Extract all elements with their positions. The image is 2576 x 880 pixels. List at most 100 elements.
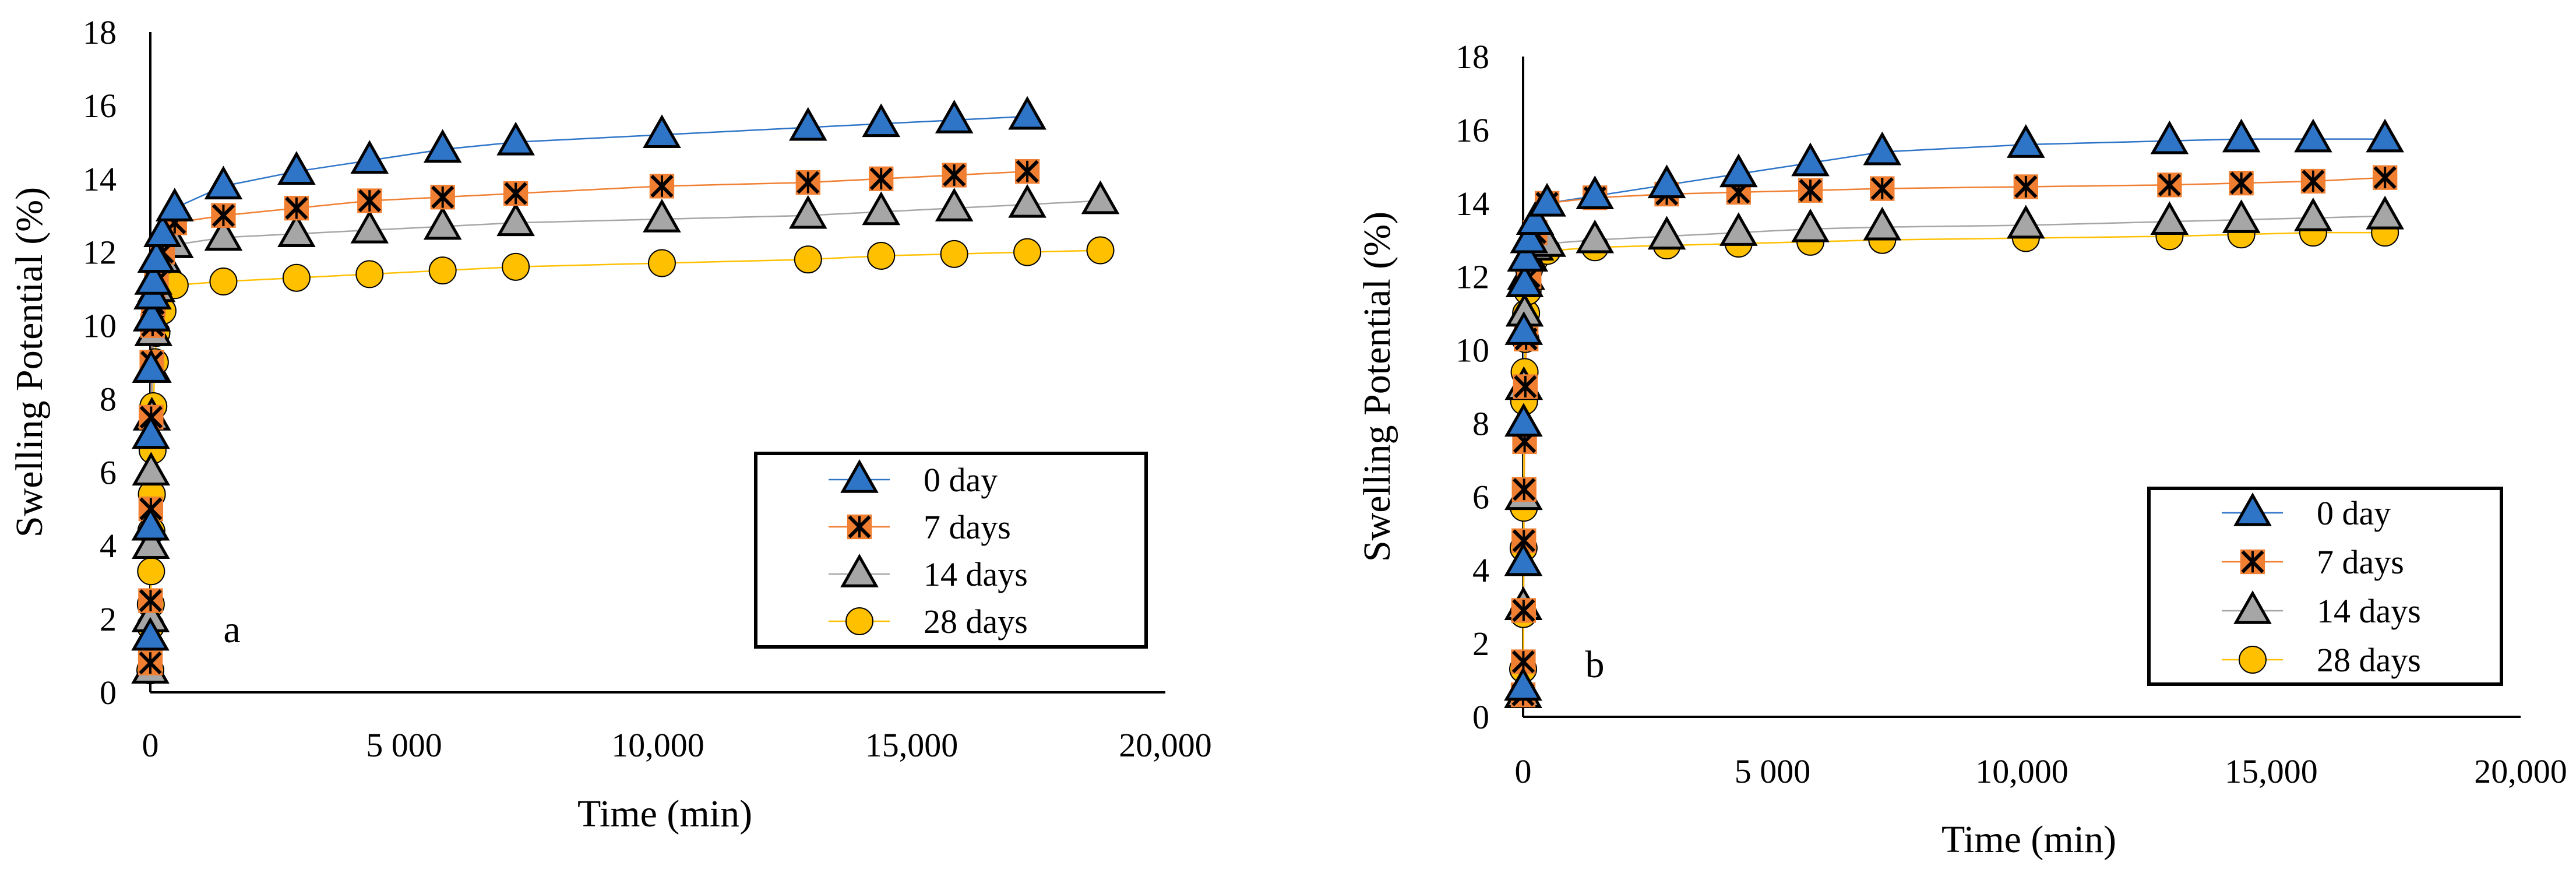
data-point: [2150, 201, 2189, 235]
data-point: [131, 506, 170, 541]
panel-label: a: [223, 608, 240, 651]
data-point: [137, 239, 176, 273]
data-point: [2366, 195, 2404, 230]
legend-marker: [847, 514, 872, 540]
data-point: [789, 195, 827, 229]
data-point: [1511, 477, 1537, 502]
data-point: [1507, 238, 1545, 272]
x-tick-label: 20,000: [2474, 752, 2567, 790]
legend-label: 28 days: [2317, 641, 2421, 679]
data-point: [1719, 153, 1758, 188]
data-point: [1719, 212, 1758, 246]
legend-label: 0 day: [924, 461, 998, 499]
data-point: [869, 166, 894, 191]
data-point: [2007, 124, 2045, 158]
y-tick-label: 8: [1472, 404, 1489, 442]
series-points-0: [1504, 118, 2404, 701]
data-point: [2157, 173, 2182, 198]
data-point: [2222, 118, 2261, 153]
data-point: [355, 260, 384, 288]
legend-marker: [2239, 646, 2267, 674]
x-tick-label: 15,000: [2225, 752, 2318, 790]
data-point: [282, 263, 311, 292]
data-point: [209, 267, 238, 296]
data-point: [423, 206, 462, 240]
data-point: [2294, 118, 2332, 153]
y-tick-label: 12: [83, 234, 117, 272]
data-point: [2373, 165, 2398, 190]
x-tick-label: 0: [142, 726, 159, 764]
data-point: [132, 297, 171, 332]
legend-item: 28 days: [829, 603, 1028, 640]
legend-label: 14 days: [924, 555, 1028, 593]
y-tick-label: 12: [1456, 258, 1489, 296]
x-tick-label: 5 000: [366, 726, 442, 764]
y-tick-label: 10: [83, 307, 117, 345]
data-point: [204, 166, 243, 200]
data-point: [204, 217, 243, 251]
legend-label: 7 days: [924, 508, 1011, 546]
x-tick-label: 5 000: [1735, 752, 1811, 790]
y-tick-label: 4: [100, 527, 117, 565]
legend-marker: [2233, 590, 2272, 624]
legend-item: 14 days: [829, 553, 1028, 593]
data-point: [1081, 180, 1120, 214]
data-point: [1504, 542, 1543, 576]
y-tick-label: 10: [1456, 332, 1489, 369]
y-tick-label: 0: [1472, 698, 1489, 736]
data-point: [1504, 667, 1542, 701]
data-point: [789, 107, 827, 141]
data-point: [1511, 528, 1537, 554]
data-point: [132, 452, 171, 486]
data-point: [649, 174, 675, 199]
legend-item: 7 days: [829, 508, 1011, 546]
data-point: [1505, 263, 1544, 298]
data-point: [643, 114, 681, 149]
y-tick-label: 16: [1456, 111, 1489, 149]
data-point: [1798, 178, 1823, 203]
x-axis-title: Time (min): [577, 793, 752, 835]
legend-item: 28 days: [2222, 641, 2421, 679]
data-point: [1504, 403, 1543, 437]
data-point: [1647, 216, 1686, 250]
data-point: [137, 557, 165, 586]
legend-marker: [2240, 549, 2265, 575]
data-point: [1870, 176, 1895, 201]
legend-label: 7 days: [2317, 543, 2404, 581]
data-point: [1013, 238, 1042, 266]
legend-item: 0 day: [2222, 492, 2391, 532]
data-point: [2366, 118, 2404, 153]
data-point: [2229, 170, 2254, 196]
data-point: [132, 415, 170, 449]
data-point: [357, 188, 382, 213]
legend-box: [2147, 487, 2503, 686]
series-points-0: [131, 96, 1046, 651]
data-point: [935, 188, 974, 221]
y-tick-label: 0: [100, 674, 117, 712]
data-point: [1863, 131, 1902, 166]
data-point: [430, 185, 455, 210]
data-point: [1576, 175, 1615, 209]
data-point: [1511, 598, 1537, 623]
data-point: [2007, 205, 2045, 239]
data-point: [643, 199, 681, 233]
data-point: [1863, 206, 1902, 241]
data-point: [647, 249, 676, 277]
data-point: [138, 650, 163, 675]
data-point: [138, 588, 163, 613]
x-tick-label: 15,000: [865, 726, 958, 764]
chart-panel-b: 0 2 4 6 8 10 12 14 16 18 0 5 000 10,000 15,000 20,000 S…: [1356, 38, 2567, 861]
x-tick-label: 0: [1515, 752, 1532, 790]
data-point: [131, 617, 170, 651]
data-point: [496, 121, 535, 156]
data-point: [350, 140, 389, 174]
legend-marker: [2233, 492, 2272, 526]
x-tick-label: 20,000: [1119, 726, 1212, 764]
data-point: [1008, 96, 1046, 130]
legend-marker: [840, 553, 879, 587]
chart-panel-a: 0 2 4 6 8 10 12 14 16 18 0 5 000 10,000 15,000 20,000 S…: [8, 13, 1212, 835]
legend: 0 day 7 days 14 days 28 days: [754, 452, 1148, 649]
legend-label: 28 days: [924, 603, 1028, 640]
legend-marker: [840, 459, 879, 493]
data-point: [1510, 219, 1549, 254]
